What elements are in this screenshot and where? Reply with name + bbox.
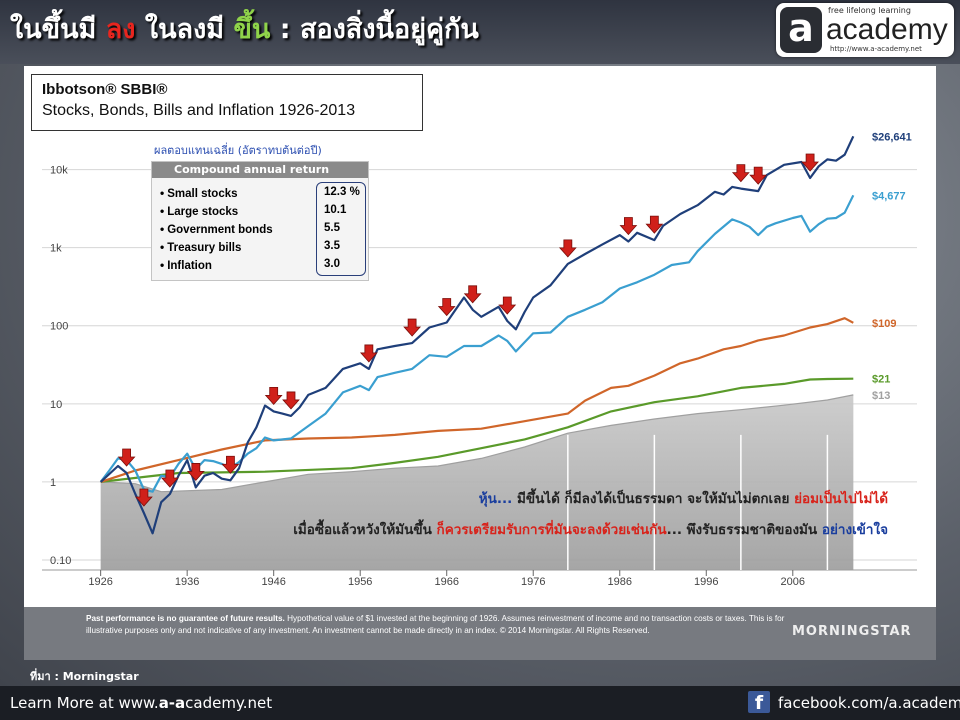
- y-tick-label: 10k: [50, 165, 68, 177]
- x-tick-label: 1966: [434, 576, 458, 588]
- down-arrow-icon: [221, 455, 240, 474]
- legend-caption: ผลตอบแทนเฉลี่ย (อัตราทบต้นต่อปี): [154, 144, 322, 157]
- series-end-label: $26,641: [872, 131, 912, 143]
- y-tick-label: 0.10: [50, 555, 71, 567]
- down-arrow-icon: [117, 448, 136, 467]
- down-arrow-icon: [264, 386, 283, 406]
- slide-title: ในขึ้นมี ลง ในลงมี ขึ้น : สองสิ่งนี้อยู่…: [10, 14, 479, 45]
- y-tick-label: 10: [50, 399, 62, 411]
- footer-website-link[interactable]: Learn More at www.a-academy.net: [10, 694, 273, 712]
- legend-item-large-stocks: • Large stocks: [160, 204, 238, 221]
- bullet-icon: •: [160, 258, 165, 272]
- down-arrow-icon: [282, 391, 300, 410]
- bullet-icon: •: [160, 204, 165, 218]
- chart-subtitle: Stocks, Bonds, Bills and Inflation 1926-…: [42, 102, 356, 119]
- series-end-label: $4,677: [872, 190, 906, 202]
- legend-value: 3.0: [324, 258, 340, 270]
- legend-item-treasury-bills: • Treasury bills: [160, 240, 241, 257]
- series-end-label: $109: [872, 318, 896, 330]
- x-tick-label: 1926: [88, 576, 112, 588]
- legend-value: 3.5: [324, 240, 340, 252]
- legend-item-small-stocks: • Small stocks: [160, 186, 238, 203]
- logo-wordmark: academy: [826, 13, 948, 46]
- return-highlight-outline: [316, 182, 366, 276]
- legend-value: 12.3 %: [324, 186, 360, 198]
- chart-title-box: Ibbotson® SBBI® Stocks, Bonds, Bills and…: [31, 74, 423, 131]
- legend-value: 5.5: [324, 222, 340, 234]
- legend-item-government-bonds: • Government bonds: [160, 222, 273, 239]
- disclaimer-bar: Past performance is no guarantee of futu…: [24, 607, 936, 660]
- morningstar-logo: MORNINGSTAR: [792, 624, 912, 639]
- title-bar: ในขึ้นมี ลง ในลงมี ขึ้น : สองสิ่งนี้อยู่…: [0, 0, 960, 64]
- series-line-treasury-bills: [100, 377, 854, 483]
- legend-label: Government bonds: [167, 224, 273, 236]
- legend-label: Large stocks: [167, 206, 239, 218]
- x-tick-label: 2006: [781, 576, 805, 588]
- legend-header: Compound annual return: [152, 162, 368, 178]
- footer-facebook-link[interactable]: facebook.com/a.academy: [778, 694, 960, 712]
- annotation-line-1: หุ้น... มีขึ้นได้ ก็มีลงได้เป็นธรรมดา จะ…: [478, 491, 888, 507]
- x-tick-label: 1986: [608, 576, 632, 588]
- series-line-large-stocks: [99, 194, 855, 493]
- legend-item-inflation: • Inflation: [160, 258, 212, 275]
- x-tick-label: 1996: [694, 576, 718, 588]
- logo-tagline: free lifelong learning: [828, 6, 911, 15]
- down-arrow-icon: [749, 166, 768, 185]
- annotation-line-2: เมื่อซื้อแล้วหวังให้มันขึ้น ก็ควรเตรียมร…: [293, 522, 888, 538]
- bullet-icon: •: [160, 222, 165, 236]
- academy-logo[interactable]: a free lifelong learning academy http://…: [776, 3, 954, 57]
- down-arrow-icon: [645, 215, 664, 234]
- y-tick-label: 100: [50, 321, 68, 333]
- chart-title: Ibbotson® SBBI®: [42, 81, 168, 98]
- x-tick-label: 1946: [261, 576, 285, 588]
- legend-label: Inflation: [167, 260, 212, 272]
- inflation-area: [100, 394, 854, 570]
- series-end-label: $13: [872, 390, 890, 402]
- footer-bar: Learn More at www.a-academy.net f facebo…: [0, 686, 960, 720]
- down-arrow-icon: [498, 296, 517, 315]
- down-arrow-icon: [463, 285, 482, 304]
- down-arrow-icon: [731, 164, 750, 183]
- legend-value: 10.1: [324, 204, 347, 216]
- logo-mark: a: [780, 7, 822, 53]
- legend: Compound annual return • Small stocks • La…: [151, 161, 369, 281]
- down-arrow-icon: [135, 488, 153, 507]
- x-tick-label: 1956: [348, 576, 372, 588]
- series-line-inflation: [100, 394, 854, 493]
- y-tick-label: 1: [50, 477, 56, 489]
- x-tick-label: 1976: [521, 576, 545, 588]
- bullet-icon: •: [160, 186, 165, 200]
- down-arrow-icon: [437, 298, 456, 317]
- down-arrow-icon: [186, 463, 205, 482]
- legend-label: Small stocks: [167, 188, 238, 200]
- down-arrow-icon: [558, 239, 577, 258]
- legend-label: Treasury bills: [167, 242, 242, 254]
- down-arrow-icon: [619, 217, 638, 236]
- bullet-icon: •: [160, 240, 165, 254]
- x-tick-label: 1936: [175, 576, 199, 588]
- down-arrow-icon: [359, 344, 378, 363]
- down-arrow-icon: [403, 318, 422, 337]
- source-note: ที่มา : Morningstar: [30, 670, 139, 683]
- disclaimer-text: Past performance is no guarantee of futu…: [86, 614, 785, 635]
- logo-url: http://www.a-academy.net: [830, 45, 922, 53]
- y-tick-label: 1k: [50, 243, 62, 255]
- series-end-label: $21: [872, 374, 890, 386]
- series-line-small-stocks: [99, 135, 855, 535]
- down-arrow-icon: [801, 153, 819, 172]
- down-arrow-icon: [160, 469, 179, 488]
- facebook-icon[interactable]: f: [748, 691, 770, 714]
